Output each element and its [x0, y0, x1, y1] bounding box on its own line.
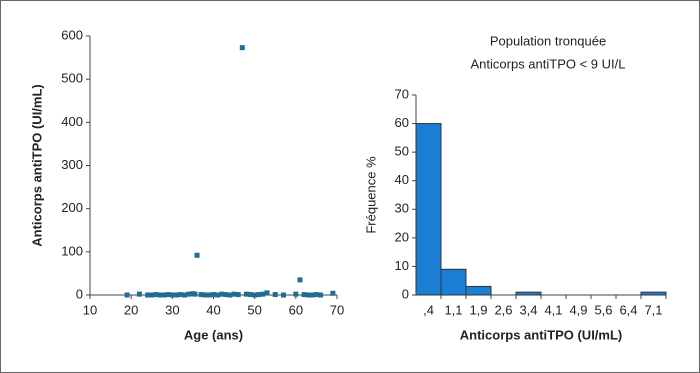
- y-axis-label: Anticorps antiTPO (UI/mL): [29, 84, 44, 247]
- chart-title: Population tronquée: [490, 33, 606, 48]
- point: [248, 292, 254, 298]
- point: [305, 292, 311, 298]
- point: [260, 291, 266, 297]
- x-tick-label: 2,6: [494, 302, 512, 317]
- y-tick-label: 200: [61, 200, 83, 215]
- point: [227, 292, 233, 298]
- y-tick-label: 40: [395, 172, 409, 187]
- point: [313, 292, 319, 298]
- point: [252, 292, 258, 298]
- bar: [640, 291, 667, 296]
- x-axis-label: Age (ans): [184, 327, 243, 342]
- y-tick-label: 0: [402, 286, 409, 301]
- bar: [440, 268, 467, 296]
- y-tick-label: 70: [395, 86, 409, 101]
- y-tick-label: 20: [395, 229, 409, 244]
- point: [239, 45, 245, 51]
- point: [297, 277, 303, 283]
- x-tick-label: ,4: [423, 302, 434, 317]
- point: [153, 292, 159, 298]
- point: [157, 292, 163, 298]
- point: [309, 292, 315, 298]
- point: [202, 292, 208, 298]
- point: [182, 292, 188, 298]
- point: [149, 292, 155, 298]
- point: [161, 292, 167, 298]
- point: [231, 291, 237, 297]
- x-tick-label: 7,1: [644, 302, 662, 317]
- point: [223, 292, 229, 298]
- point: [169, 292, 175, 298]
- point: [173, 292, 179, 298]
- x-tick-label: 5,6: [594, 302, 612, 317]
- point: [124, 292, 130, 298]
- point: [293, 291, 299, 297]
- x-tick-label: 30: [165, 302, 179, 317]
- point: [280, 292, 286, 298]
- y-tick-label: 50: [395, 144, 409, 159]
- y-tick-label: 100: [61, 243, 83, 258]
- point: [194, 252, 200, 258]
- chart-subtitle: Anticorps antiTPO < 9 UI/L: [471, 56, 626, 71]
- point: [243, 291, 249, 297]
- y-tick-label: 500: [61, 71, 83, 86]
- x-tick-label: 6,4: [619, 302, 637, 317]
- bar: [515, 291, 542, 296]
- x-tick-label: 1,1: [444, 302, 462, 317]
- bar: [465, 285, 492, 296]
- point: [318, 292, 324, 298]
- point: [330, 290, 336, 296]
- x-tick-label: 60: [289, 302, 303, 317]
- y-tick-label: 10: [395, 258, 409, 273]
- y-tick-label: 60: [395, 115, 409, 130]
- point: [211, 292, 216, 298]
- point: [256, 292, 262, 298]
- point: [219, 291, 225, 297]
- x-tick-label: 20: [124, 302, 138, 317]
- point: [198, 292, 204, 298]
- x-tick-label: 10: [83, 302, 97, 317]
- point: [272, 292, 278, 298]
- x-tick-label: 50: [247, 302, 261, 317]
- y-axis-label: Fréquence %: [363, 156, 378, 234]
- x-tick-label: 3,4: [519, 302, 537, 317]
- point: [264, 290, 270, 296]
- y-tick-label: 600: [61, 27, 83, 42]
- x-tick-label: 4,1: [544, 302, 562, 317]
- x-tick-label: 40: [206, 302, 220, 317]
- point: [301, 292, 307, 298]
- point: [165, 292, 171, 298]
- y-tick-label: 400: [61, 114, 83, 129]
- x-axis-label: Anticorps antiTPO (UI/mL): [460, 327, 623, 342]
- x-tick-label: 1,9: [469, 302, 487, 317]
- point: [235, 292, 241, 298]
- y-tick-label: 300: [61, 157, 83, 172]
- point: [186, 291, 192, 297]
- point: [206, 292, 212, 298]
- x-tick-label: 70: [330, 302, 344, 317]
- point: [178, 292, 184, 298]
- x-tick-label: 4,9: [569, 302, 587, 317]
- y-tick-label: 0: [76, 286, 83, 301]
- point: [136, 291, 142, 297]
- point: [215, 292, 221, 298]
- point: [145, 292, 151, 298]
- y-tick-label: 30: [395, 201, 409, 216]
- bar: [415, 123, 442, 296]
- point: [192, 291, 198, 297]
